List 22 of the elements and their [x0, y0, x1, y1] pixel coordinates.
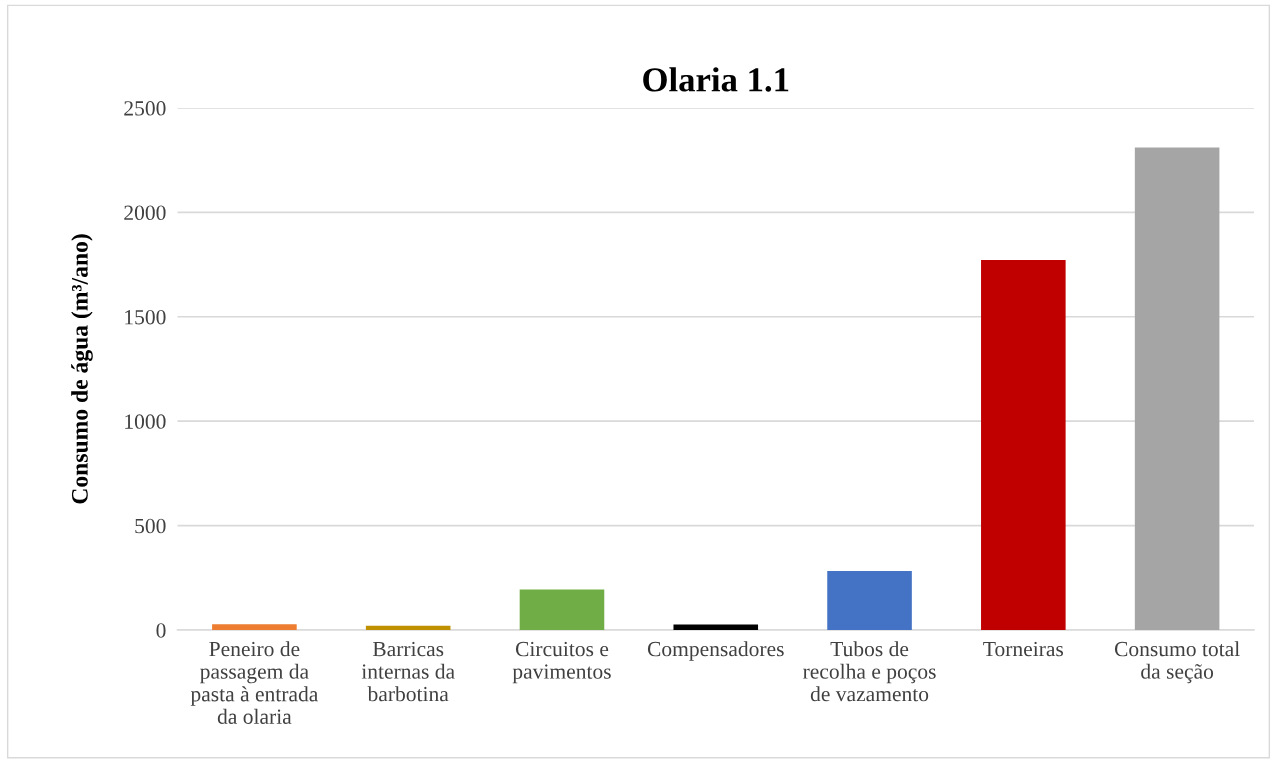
bar — [212, 624, 297, 631]
x-tick-label: Circuitos e pavimentos — [512, 641, 611, 684]
x-tick-label: Consumo total da seção — [1114, 641, 1240, 684]
y-tick-label: 2500 — [124, 101, 166, 116]
x-tick-label: Barricas internas da barbotina — [361, 641, 455, 702]
x-tick-label: Peneiro de passagem da pasta à entrada da olaria — [190, 641, 319, 724]
x-tick-label: Tubos de recolha e poços de vazamento — [803, 641, 936, 702]
bar — [981, 259, 1066, 631]
bar — [1134, 147, 1220, 631]
bar — [365, 625, 451, 631]
y-tick-label: 500 — [135, 518, 166, 534]
bar — [827, 570, 912, 631]
y-axis-title: Consumo de água (m³/ano) — [71, 234, 93, 504]
y-tick-label: 1000 — [125, 414, 166, 429]
y-tick-label: 0 — [156, 623, 166, 638]
bar — [673, 624, 759, 631]
bar — [519, 589, 605, 631]
chart-title: Olaria 1.1 — [643, 67, 789, 92]
y-tick-label: 1500 — [125, 309, 166, 325]
y-tick-label: 2000 — [124, 205, 166, 221]
x-tick-label: Compensadores — [647, 641, 784, 661]
x-tick-label: Torneiras — [983, 641, 1064, 657]
